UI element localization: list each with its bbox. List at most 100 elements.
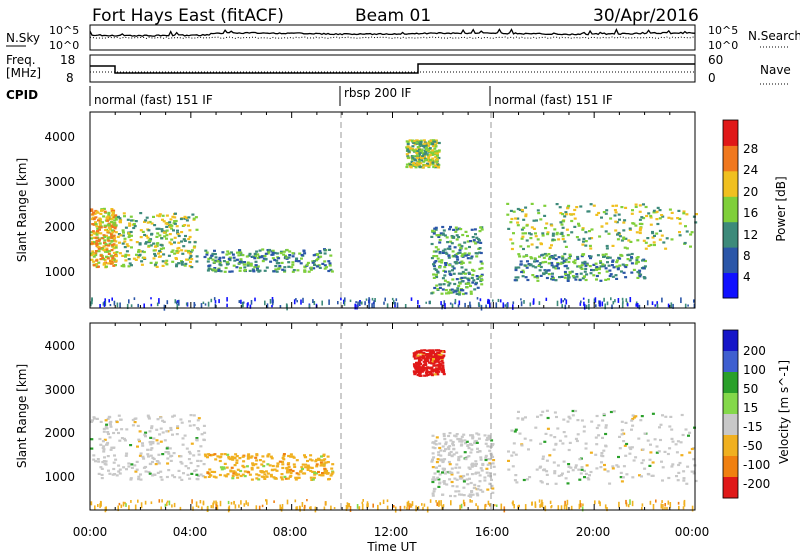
echo-cell (327, 269, 331, 273)
echo-cell (448, 288, 452, 292)
echo-cell (647, 244, 651, 247)
echo-cell (295, 472, 299, 475)
echo-cell (99, 220, 103, 223)
echo-cell (423, 503, 426, 507)
echo-cell (331, 463, 335, 466)
echo-cell (91, 216, 95, 219)
echo-cell (551, 238, 555, 241)
echo-cell (607, 264, 611, 267)
echo-cell (630, 256, 633, 259)
echo-cell (429, 151, 433, 154)
echo-cell (291, 263, 295, 266)
echo-cell (685, 230, 689, 233)
echo-cell (534, 232, 537, 235)
echo-cell (432, 230, 436, 233)
echo-cell (90, 209, 94, 212)
echo-cell (128, 505, 130, 510)
echo-cell (251, 462, 255, 465)
echo-cell (660, 460, 663, 463)
echo-cell (442, 369, 445, 372)
echo-cell (655, 232, 659, 235)
echo-cell (114, 259, 118, 262)
echo-cell (595, 304, 597, 308)
echo-cell (154, 245, 158, 248)
echo-cell (106, 262, 110, 265)
echo-cell (566, 482, 570, 485)
echo-cell (675, 475, 678, 478)
echo-cell (622, 300, 624, 304)
echo-cell (97, 460, 101, 463)
echo-cell (566, 470, 570, 473)
echo-cell (416, 361, 420, 364)
echo-cell (435, 436, 439, 439)
echo-cell (446, 247, 450, 250)
echo-cell (311, 260, 315, 263)
echo-cell (115, 255, 118, 258)
echo-cell (519, 263, 523, 266)
echo-cell (624, 237, 628, 240)
echo-cell (583, 476, 586, 479)
echo-cell (488, 462, 492, 465)
echo-cell (123, 215, 126, 218)
echo-cell (678, 231, 681, 234)
echo-cell (479, 488, 483, 492)
echo-cell (418, 361, 422, 364)
echo-cell (322, 459, 326, 462)
echo-cell (92, 454, 96, 457)
echo-cell (144, 435, 147, 438)
echo-cell (431, 494, 435, 497)
echo-cell (459, 438, 463, 441)
echo-cell (549, 434, 553, 437)
echo-cell (603, 264, 606, 267)
echo-cell (109, 304, 112, 307)
echo-cell (612, 266, 616, 269)
echo-cell (452, 444, 455, 447)
echo-cell (568, 272, 572, 275)
echo-cell (597, 424, 601, 427)
echo-cell (616, 465, 620, 468)
echo-cell (604, 230, 608, 233)
echo-cell (516, 224, 520, 227)
echo-cell (528, 476, 532, 479)
echo-cell (426, 349, 429, 352)
time-axis: 00:00 04:00 08:00 12:00 16:00 20:00 00:0… (73, 525, 710, 554)
echo-cell (533, 276, 537, 279)
echo-cell (99, 212, 103, 215)
echo-cell (587, 210, 591, 213)
echo-cell (549, 255, 553, 259)
echo-cell (601, 436, 604, 439)
echo-cell (438, 367, 442, 370)
echo-cell (167, 469, 171, 472)
echo-cell (632, 416, 636, 419)
echo-cell (441, 225, 445, 229)
echo-cell (573, 259, 577, 262)
echo-cell (579, 266, 583, 269)
echo-cell (149, 244, 153, 247)
freq-strip: Freq. [MHz] 18 8 60 0 Nave CPID (6, 53, 791, 102)
echo-cell (190, 266, 194, 269)
echo-cell (94, 460, 97, 463)
power-panel-frame (89, 111, 696, 309)
echo-cell (104, 425, 108, 428)
echo-cell (331, 471, 335, 474)
echo-cell (486, 445, 490, 448)
echo-cell (573, 262, 577, 265)
echo-cell (431, 441, 435, 444)
echo-cell (185, 219, 189, 222)
echo-cell (270, 457, 274, 460)
echo-cell (159, 470, 163, 473)
echo-cell (566, 278, 570, 281)
echo-cell (211, 258, 215, 261)
echo-cell (594, 453, 598, 456)
echo-cell (159, 440, 163, 443)
echo-cell (450, 455, 454, 458)
echo-cell (572, 213, 576, 216)
echo-cell (171, 260, 175, 263)
echo-cell (280, 478, 284, 481)
echo-cell (159, 255, 162, 258)
echo-cell (271, 249, 275, 252)
echo-cell (541, 261, 545, 264)
echo-cell (469, 284, 472, 288)
echo-cell (153, 224, 157, 227)
echo-cell (450, 288, 454, 291)
